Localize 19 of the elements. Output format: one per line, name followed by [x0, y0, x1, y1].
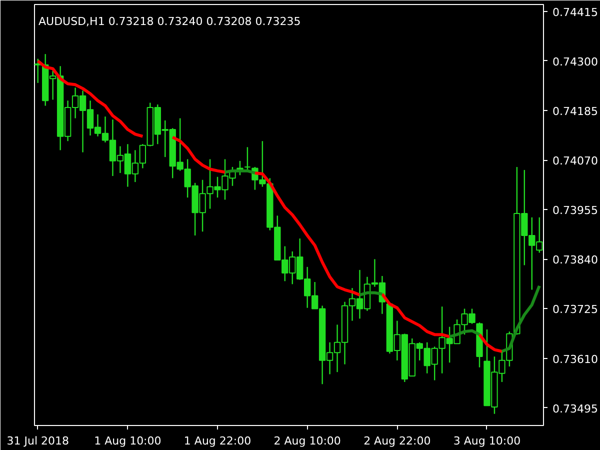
candlestick: [34, 58, 42, 84]
candlestick: [236, 160, 244, 176]
y-tick-label: 0.73495: [552, 402, 598, 416]
candlestick: [244, 146, 251, 172]
x-tick-label: 2 Aug 10:00: [274, 434, 341, 448]
x-tick-label: 1 Aug 22:00: [184, 434, 252, 448]
text: AUDUSD,H1 0.73218 0.73240 0.73208 0.73235: [38, 15, 301, 28]
x-tick-label: 31 Jul 2018: [6, 434, 70, 448]
y-tick-label: 0.74070: [552, 154, 598, 168]
y-tick-label: 0.74415: [552, 6, 598, 19]
x-tick-label: 2 Aug 22:00: [364, 434, 431, 448]
y-tick-label: 0.73955: [552, 204, 598, 218]
y-tick-label: 0.73840: [552, 254, 598, 267]
y-tick-label: 0.74185: [552, 105, 598, 118]
y-tick-label: 0.73610: [552, 352, 598, 366]
x-tick-label: 1 Aug 10:00: [94, 434, 162, 448]
x-tick-label: 3 Aug 10:00: [453, 434, 521, 448]
y-tick-label: 0.73725: [552, 303, 598, 316]
y-tick-label: 0.74300: [552, 55, 598, 68]
